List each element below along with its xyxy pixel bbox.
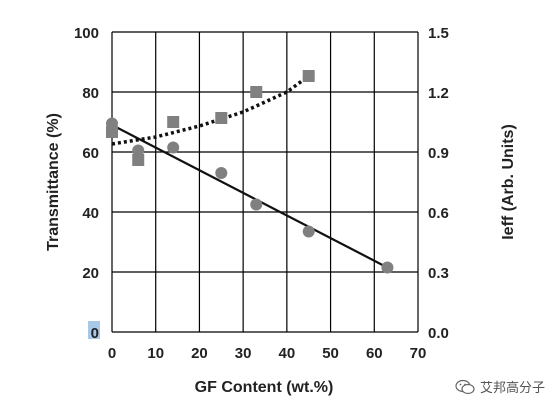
y2-tick-label: 1.5 xyxy=(428,25,449,42)
dotted-trend-line xyxy=(111,74,310,146)
square-point xyxy=(106,126,118,138)
x-tick-label: 20 xyxy=(191,345,208,362)
y-tick-label: 80 xyxy=(82,85,99,102)
x-tick-label: 60 xyxy=(366,345,383,362)
watermark: 艾邦高分子 xyxy=(455,377,545,396)
y-tick-label: 40 xyxy=(82,205,99,222)
watermark-text: 艾邦高分子 xyxy=(479,381,545,396)
square-point xyxy=(132,154,145,166)
square-point xyxy=(215,112,228,124)
x-tick-label: 70 xyxy=(410,345,427,362)
square-point xyxy=(250,86,263,98)
square-point xyxy=(302,70,315,82)
y-tick-label: 20 xyxy=(82,265,99,282)
y2-axis-title: Ieff (Arb. Units) xyxy=(500,124,517,240)
y-tick-label: 60 xyxy=(82,145,99,162)
ticks: 0 10 20 30 40 50 60 70 0 20 40 60 80 100 0.0 0.3 0.6 0.9 1… xyxy=(74,25,449,362)
circle-point xyxy=(302,225,315,238)
circle-point xyxy=(215,167,228,179)
circle-point xyxy=(167,141,180,154)
y2-tick-label: 0.3 xyxy=(428,265,449,282)
y-tick-label: 100 xyxy=(74,25,99,42)
x-tick-label: 40 xyxy=(279,345,296,362)
y2-tick-label: 0.0 xyxy=(428,325,449,342)
x-tick-label: 50 xyxy=(322,345,339,362)
wechat-icon xyxy=(455,379,475,394)
x-axis-title: GF Content (wt.%) xyxy=(195,379,334,396)
circle-point xyxy=(132,144,145,157)
square-point xyxy=(167,116,180,128)
y2-tick-label: 0.9 xyxy=(428,145,449,162)
x-tick-label: 0 xyxy=(108,345,116,362)
grid xyxy=(111,31,419,333)
y-axis-title: Transmittance (%) xyxy=(45,113,62,251)
x-tick-label: 10 xyxy=(147,345,164,362)
series xyxy=(106,70,394,274)
y2-tick-label: 1.2 xyxy=(428,85,449,102)
y-tick-label: 0 xyxy=(91,325,99,342)
y2-tick-label: 0.6 xyxy=(428,205,449,222)
tick-highlight xyxy=(88,321,100,339)
circle-point xyxy=(250,198,263,211)
circle-point xyxy=(381,261,394,274)
solid-trend-line xyxy=(111,124,388,269)
x-tick-label: 30 xyxy=(235,345,252,362)
